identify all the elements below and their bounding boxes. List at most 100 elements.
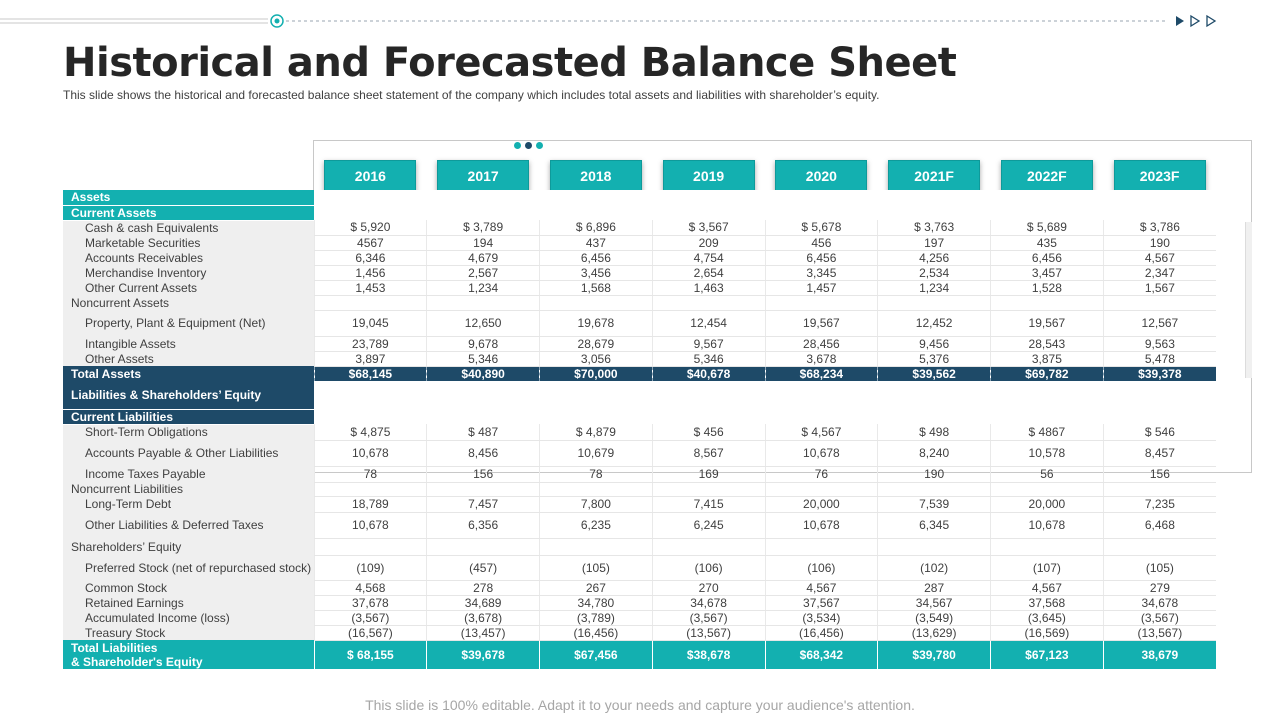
value-cell-2020: 6,456: [764, 250, 878, 266]
value-cell-2018: $ 6,896: [539, 220, 653, 236]
value-cell-2018: $70,000: [539, 366, 653, 381]
value-cell-2023f: 38,679: [1102, 640, 1216, 669]
row-label: Noncurrent Assets: [63, 295, 314, 310]
value-cell-2018: 3,456: [539, 265, 653, 281]
value-cell-2017: (457): [426, 555, 540, 581]
balance-sheet-table: Assets Current Assets Cash & cash Equivale…: [63, 190, 1216, 669]
row-other-liabilities-deferred-taxes: Other Liabilities & Deferred Taxes 10,678…: [63, 512, 1216, 539]
value-cell-2022f: [990, 538, 1104, 556]
row-label: Other Liabilities & Deferred Taxes: [63, 512, 314, 538]
row-label: Retained Earnings: [63, 595, 314, 610]
value-cell-2018: 7,800: [539, 496, 653, 513]
value-cell-2021f: 2,534: [877, 265, 991, 281]
value-cell-2019: 7,415: [651, 496, 765, 513]
value-cell-2019: 9,567: [651, 336, 765, 352]
value-cell-2020: $ 4,567: [764, 424, 878, 441]
value-cell-2022f: 20,000: [990, 496, 1104, 513]
value-cell-2018: 437: [539, 235, 653, 251]
value-cell-2023f: 2,347: [1102, 265, 1216, 281]
value-cell-2018: [539, 482, 653, 497]
year-header-2022f: 2022F: [1000, 160, 1093, 192]
value-cell-2020: $68,234: [764, 366, 878, 381]
value-cell-2016: 37,678: [313, 595, 427, 611]
value-cell-2021f: (102): [877, 555, 991, 581]
value-cell-2017: 9,678: [426, 336, 540, 352]
value-cell-2021f: 7,539: [877, 496, 991, 513]
value-cell-2016: $ 5,920: [313, 220, 427, 236]
row-label: Liabilities & Shareholders’ Equity: [63, 381, 314, 410]
row-treasury-stock: Treasury Stock (16,567) (13,457) (16,456) (1…: [63, 625, 1216, 641]
row-retained-earnings: Retained Earnings 37,678 34,689 34,780 34,67…: [63, 595, 1216, 611]
value-cell-2023f: 156: [1102, 466, 1216, 483]
value-cell-2019: $ 456: [651, 424, 765, 441]
value-cell-2021f: $ 498: [877, 424, 991, 441]
value-cell-2017: 194: [426, 235, 540, 251]
value-cell-2021f: 8,240: [877, 440, 991, 467]
value-cell-2023f: 8,457: [1102, 440, 1216, 467]
value-cell-2020: 4,567: [764, 580, 878, 596]
row-label: Total Liabilities & Shareholder's Equity: [63, 640, 314, 669]
value-cell-2023f: [1102, 482, 1216, 497]
value-cell-2021f: 9,456: [877, 336, 991, 352]
year-header-2018: 2018: [549, 160, 642, 192]
value-cell-2021f: (13,629): [877, 625, 991, 641]
value-cell-2017: 156: [426, 466, 540, 483]
row-preferred-stock-net-of-repurchased-stock: Preferred Stock (net of repurchased stoc…: [63, 555, 1216, 581]
value-cell-2017: 278: [426, 580, 540, 596]
value-cell-2016: 3,897: [313, 351, 427, 367]
value-cell-2017: 2,567: [426, 265, 540, 281]
row-long-term-debt: Long-Term Debt 18,789 7,457 7,800 7,415 20,00…: [63, 496, 1216, 513]
row-label: Income Taxes Payable: [63, 466, 314, 482]
value-cell-2019: 270: [651, 580, 765, 596]
value-cell-2016: 23,789: [313, 336, 427, 352]
row-common-stock: Common Stock 4,568 278 267 270 4,567 287 4,567 2…: [63, 580, 1216, 596]
row-label: Common Stock: [63, 580, 314, 595]
value-cell-2018: 1,568: [539, 280, 653, 296]
blank-cell: [314, 381, 1216, 409]
frame-side-bar: [1245, 222, 1252, 378]
value-cell-2016: 4,568: [313, 580, 427, 596]
value-cell-2020: 10,678: [764, 512, 878, 539]
value-cell-2022f: (16,569): [990, 625, 1104, 641]
value-cell-2017: 1,234: [426, 280, 540, 296]
value-cell-2016: [313, 295, 427, 311]
value-cell-2016: [313, 482, 427, 497]
value-cell-2022f: [990, 482, 1104, 497]
value-cell-2023f: (3,567): [1102, 610, 1216, 626]
value-cell-2023f: $ 3,786: [1102, 220, 1216, 236]
row-label: Property, Plant & Equipment (Net): [63, 310, 314, 336]
row-property-plant-equipment-net: Property, Plant & Equipment (Net) 19,045 1…: [63, 310, 1216, 337]
value-cell-2016: (3,567): [313, 610, 427, 626]
value-cell-2021f: [877, 482, 991, 497]
value-cell-2023f: 1,567: [1102, 280, 1216, 296]
value-cell-2021f: (3,549): [877, 610, 991, 626]
value-cell-2022f: [990, 295, 1104, 311]
value-cell-2023f: 5,478: [1102, 351, 1216, 367]
value-cell-2023f: 7,235: [1102, 496, 1216, 513]
value-cell-2021f: 34,567: [877, 595, 991, 611]
row-accounts-receivables: Accounts Receivables 6,346 4,679 6,456 4,754…: [63, 250, 1216, 266]
row-label: Accumulated Income (loss): [63, 610, 314, 625]
value-cell-2023f: 190: [1102, 235, 1216, 251]
value-cell-2016: 10,678: [313, 440, 427, 467]
row-total-assets: Total Assets $68,145 $40,890 $70,000 $40,678…: [63, 366, 1216, 381]
value-cell-2019: 169: [651, 466, 765, 483]
row-income-taxes-payable: Income Taxes Payable 78 156 78 169 76 190 56 156: [63, 466, 1216, 483]
value-cell-2020: 76: [764, 466, 878, 483]
row-current-assets: Current Assets: [63, 205, 1216, 221]
value-cell-2016: 1,456: [313, 265, 427, 281]
value-cell-2016: $68,145: [313, 366, 427, 381]
value-cell-2022f: 3,875: [990, 351, 1104, 367]
value-cell-2022f: 4,567: [990, 580, 1104, 596]
value-cell-2018: 267: [539, 580, 653, 596]
row-short-term-obligations: Short-Term Obligations $ 4,875 $ 487 $ 4,87…: [63, 424, 1216, 441]
value-cell-2022f: (3,645): [990, 610, 1104, 626]
row-noncurrent-liabilities: Noncurrent Liabilities: [63, 482, 1216, 497]
row-label: Short-Term Obligations: [63, 424, 314, 440]
value-cell-2018: $ 4,879: [539, 424, 653, 441]
value-cell-2018: [539, 295, 653, 311]
value-cell-2022f: $69,782: [990, 366, 1104, 381]
row-label: Merchandise Inventory: [63, 265, 314, 280]
value-cell-2016: (109): [313, 555, 427, 581]
page-subtitle: This slide shows the historical and fore…: [63, 88, 880, 102]
